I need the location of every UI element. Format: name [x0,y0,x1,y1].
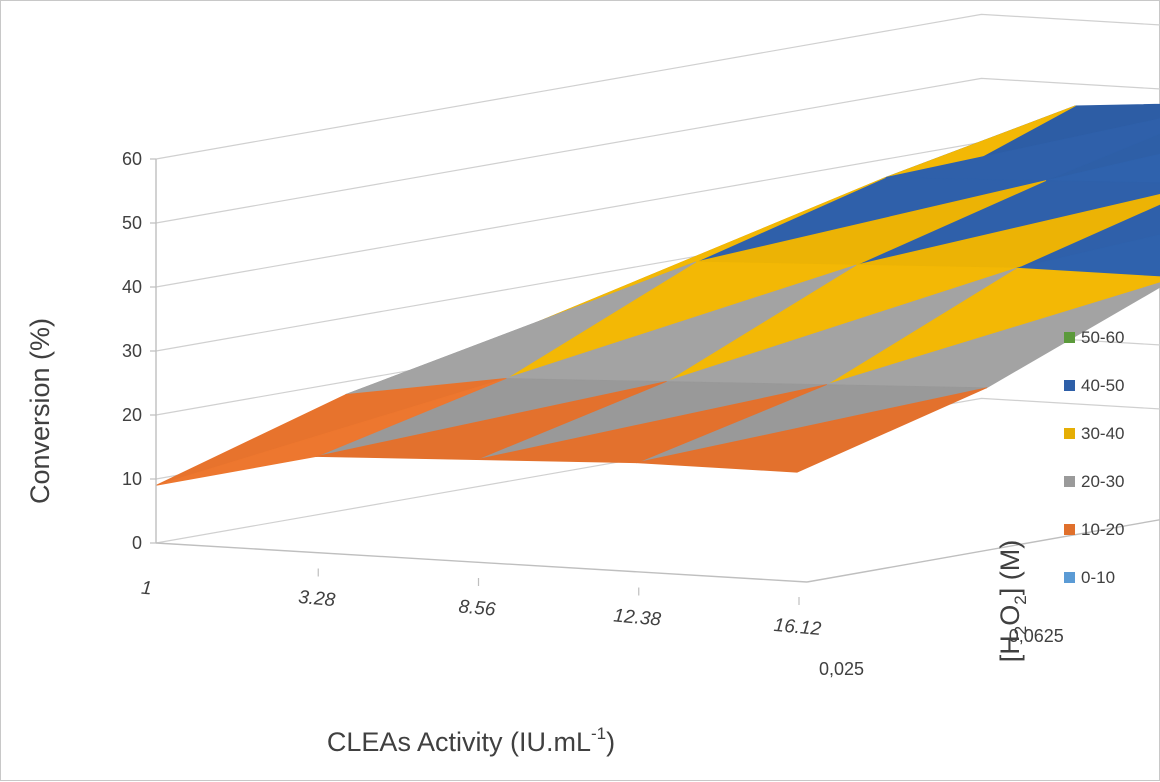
legend-swatch [1064,428,1075,439]
surface-plot [156,99,1160,485]
depth-axis-line [807,436,1160,582]
x-tick-label: 12.38 [613,605,663,630]
x-axis-line [156,543,807,582]
x-axis-title-close: ) [606,727,615,757]
depth-axis-title-sub2: 2 [1011,595,1030,604]
legend-swatch [1064,380,1075,391]
legend: 50-60 40-50 30-40 20-30 10-20 0-10 [1064,328,1124,587]
legend-swatch [1064,476,1075,487]
depth-axis-title-sub1: 2 [1011,626,1030,635]
legend-swatch [1064,572,1075,583]
legend-swatch [1064,332,1075,343]
legend-label: 20-30 [1081,472,1124,491]
legend-label: 10-20 [1081,520,1124,539]
legend-swatch [1064,524,1075,535]
value-tick-label: 20 [122,405,142,425]
value-tick-label: 60 [122,149,142,169]
x-axis-title: CLEAs Activity (IU.mL-1) [327,724,615,757]
value-tick-label: 30 [122,341,142,361]
depth-axis-title-close: ] (M) [995,540,1025,595]
value-tick-label: 50 [122,213,142,233]
x-tick-label: 1 [140,578,152,600]
x-axis-title-superscript: -1 [591,724,606,743]
depth-tick-label: 0,025 [819,659,864,679]
legend-label: 50-60 [1081,328,1124,347]
depth-axis-title-open: [H [995,635,1025,662]
legend-label: 0-10 [1081,568,1115,587]
x-tick-label: 16.12 [773,615,823,640]
legend-label: 40-50 [1081,376,1124,395]
value-tick-label: 0 [132,533,142,553]
y-axis-title: Conversion (%) [25,318,55,504]
depth-axis-title: [H2O2] (M) [995,540,1030,662]
x-axis-title-main: CLEAs Activity (IU.mL [327,727,591,757]
x-tick-label: 8.56 [458,596,497,620]
value-tick-label: 40 [122,277,142,297]
legend-label: 30-40 [1081,424,1124,443]
value-tick-label: 10 [122,469,142,489]
depth-axis-title-mid: O [995,605,1025,626]
x-tick-label: 3.28 [297,587,336,611]
